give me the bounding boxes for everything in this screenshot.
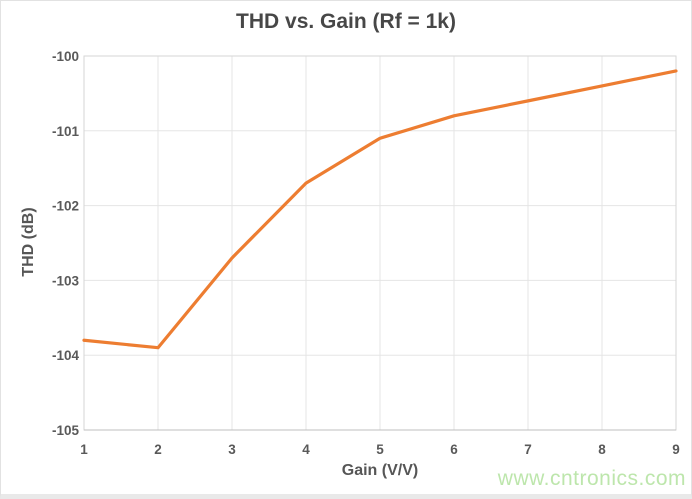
y-tick-label: -105 — [52, 423, 80, 438]
chart-title: THD vs. Gain (Rf = 1k) — [236, 10, 456, 33]
x-tick-label: 7 — [524, 442, 532, 457]
watermark-text: www.cntronics.com — [497, 467, 686, 490]
x-tick-label: 4 — [302, 442, 310, 457]
y-tick-label: -102 — [52, 199, 79, 214]
y-axis-title: THD (dB) — [20, 207, 37, 277]
y-tick-label: -100 — [52, 49, 79, 64]
x-tick-label: 2 — [154, 442, 162, 457]
series-line-thd — [82, 69, 678, 350]
y-tick-label: -103 — [52, 273, 80, 288]
x-tick-label: 9 — [672, 442, 680, 457]
x-tick-label: 5 — [376, 442, 384, 457]
x-tick-label: 3 — [228, 442, 236, 457]
y-tick-label: -104 — [52, 348, 80, 363]
x-tick-label: 6 — [450, 442, 458, 457]
x-tick-label: 8 — [598, 442, 606, 457]
y-tick-label: -101 — [52, 124, 80, 139]
x-tick-label: 1 — [80, 442, 88, 457]
x-axis-title: Gain (V/V) — [341, 462, 419, 479]
